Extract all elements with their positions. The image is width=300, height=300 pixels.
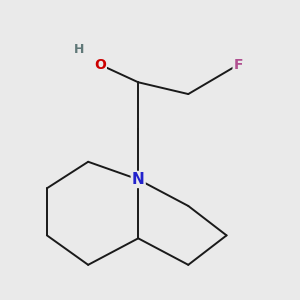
- Text: N: N: [132, 172, 145, 187]
- Text: H: H: [74, 44, 85, 56]
- Text: O: O: [94, 58, 106, 72]
- Text: F: F: [234, 58, 243, 72]
